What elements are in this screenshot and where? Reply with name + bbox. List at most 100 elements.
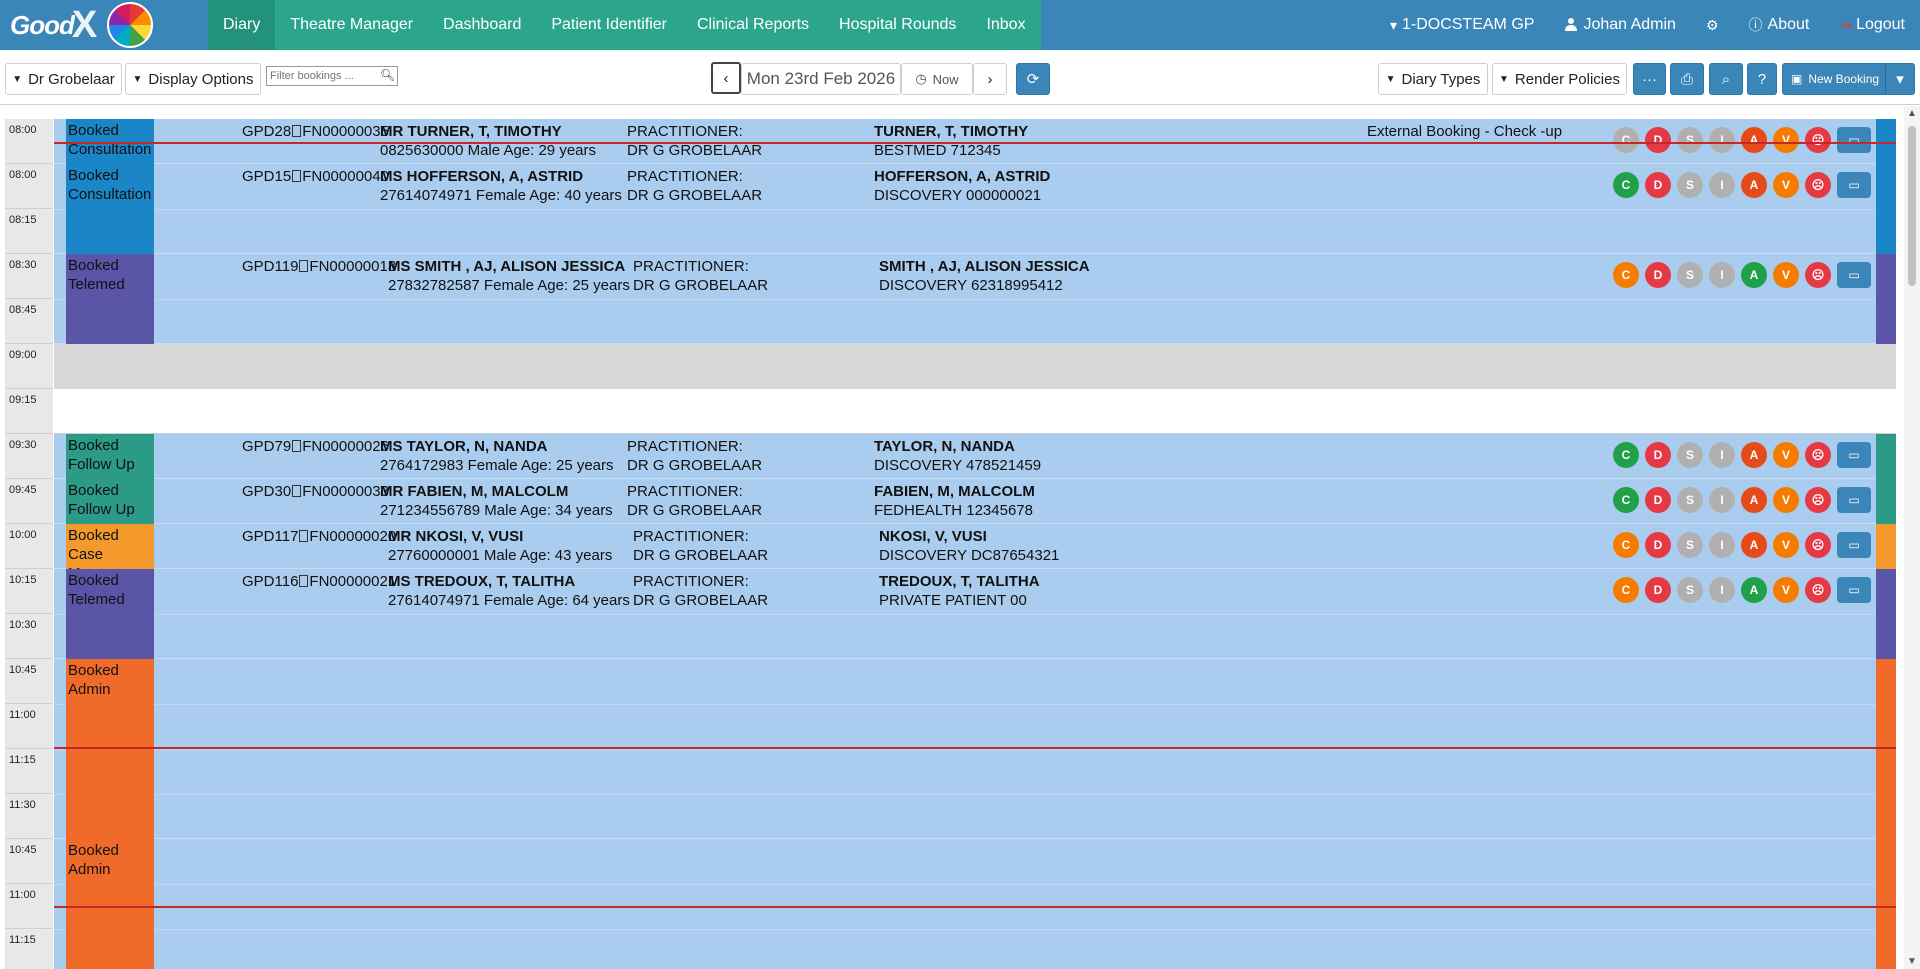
status-c[interactable]: C (1613, 442, 1639, 468)
settings-button[interactable]: ⚙ (1691, 17, 1734, 34)
time-slot[interactable]: 10:30 (5, 614, 53, 659)
status-c[interactable]: C (1613, 532, 1639, 558)
user-menu[interactable]: Johan Admin (1549, 16, 1691, 34)
new-booking-dropdown[interactable]: ▾ (1885, 63, 1915, 95)
status-i[interactable]: I (1709, 262, 1735, 288)
status-v[interactable]: V (1773, 577, 1799, 603)
status-block[interactable]: Booked Telemed (66, 569, 154, 659)
comment-icon[interactable]: ▭ (1837, 442, 1871, 468)
status-d[interactable]: D (1645, 262, 1671, 288)
booking-ref[interactable]: GPD119 FN00000018 (242, 257, 396, 276)
patient-name[interactable]: MR NKOSI, V, VUSI (388, 528, 524, 545)
time-slot[interactable]: 08:15 (5, 209, 53, 254)
comment-icon[interactable]: ▭ (1837, 487, 1871, 513)
comment-icon[interactable]: ▭ (1837, 577, 1871, 603)
nav-clinical-reports[interactable]: Clinical Reports (696, 16, 810, 33)
status-block[interactable]: Booked Consultation (66, 164, 154, 254)
time-slot[interactable]: 08:00 (5, 164, 53, 209)
appointment-row[interactable] (54, 479, 1896, 524)
filter-bookings-input[interactable] (266, 66, 398, 86)
patient-name[interactable]: MR TURNER, T, TIMOTHY (380, 123, 562, 140)
status-i[interactable]: I (1709, 487, 1735, 513)
status-i[interactable]: I (1709, 532, 1735, 558)
time-slot[interactable]: 09:00 (5, 344, 53, 389)
logout-button[interactable]: ⇥ Logout (1824, 16, 1920, 34)
status-a[interactable]: A (1741, 127, 1767, 153)
empty-slot[interactable] (54, 389, 1896, 434)
next-day-button[interactable]: › (973, 63, 1007, 95)
status-v[interactable]: V (1773, 442, 1799, 468)
previous-day-button[interactable]: ‹ (711, 62, 741, 94)
status-d[interactable]: D (1645, 442, 1671, 468)
about-button[interactable]: ⓘ About (1734, 15, 1825, 35)
status-s[interactable]: S (1677, 262, 1703, 288)
time-slot[interactable]: 11:15 (5, 749, 53, 794)
status-v[interactable]: V (1773, 487, 1799, 513)
status-block[interactable]: Booked Case Manage (66, 524, 154, 569)
status-c[interactable]: C (1613, 577, 1639, 603)
appointment-row[interactable] (54, 119, 1896, 164)
status-i[interactable]: I (1709, 127, 1735, 153)
status-i[interactable]: I (1709, 442, 1735, 468)
booking-ref[interactable]: GPD28 FN00000035 (242, 122, 389, 141)
time-slot[interactable]: 10:45 (5, 839, 53, 884)
time-slot[interactable]: 09:30 (5, 434, 53, 479)
time-slot[interactable]: 11:00 (5, 704, 53, 749)
status-block[interactable]: Booked Telemed (66, 254, 154, 344)
booking-ref[interactable]: GPD30 FN00000033 (242, 482, 389, 501)
nav-inbox[interactable]: Inbox (986, 16, 1026, 33)
nav-diary[interactable]: Diary (208, 0, 276, 50)
search-button[interactable]: ⌕ (1709, 63, 1743, 95)
print-button[interactable]: ⎙ (1670, 63, 1704, 95)
practice-selector[interactable]: ▾ 1-DOCSTEAM GP (1375, 16, 1550, 34)
status-c[interactable]: C (1613, 127, 1639, 153)
vertical-scrollbar[interactable]: ▲ ▼ (1904, 106, 1920, 969)
time-slot[interactable]: 10:15 (5, 569, 53, 614)
status-v[interactable]: V (1773, 532, 1799, 558)
status-d[interactable]: D (1645, 127, 1671, 153)
status-a[interactable]: A (1741, 262, 1767, 288)
comment-icon[interactable]: ▭ (1837, 127, 1871, 153)
patient-name[interactable]: MS TAYLOR, N, NANDA (380, 438, 548, 455)
comment-icon[interactable]: ▭ (1837, 172, 1871, 198)
booking-ref[interactable]: GPD15 FN00000040 (242, 167, 389, 186)
time-slot[interactable]: 08:30 (5, 254, 53, 299)
status-s[interactable]: S (1677, 487, 1703, 513)
time-slot[interactable]: 10:45 (5, 659, 53, 704)
status-d[interactable]: D (1645, 577, 1671, 603)
comment-icon[interactable]: ▭ (1837, 532, 1871, 558)
patient-name[interactable]: MR FABIEN, M, MALCOLM (380, 483, 569, 500)
status-c[interactable]: C (1613, 487, 1639, 513)
scroll-up-icon[interactable]: ▲ (1907, 108, 1917, 119)
status-face-icon[interactable]: ☹ (1805, 127, 1831, 153)
time-slot[interactable]: 11:00 (5, 884, 53, 929)
time-slot[interactable]: 09:15 (5, 389, 53, 434)
status-d[interactable]: D (1645, 532, 1671, 558)
status-d[interactable]: D (1645, 487, 1671, 513)
scroll-down-icon[interactable]: ▼ (1907, 956, 1917, 967)
time-slot[interactable]: 08:00 (5, 119, 53, 164)
time-slot[interactable]: 08:45 (5, 299, 53, 344)
blocked-slot[interactable] (54, 344, 1896, 389)
status-block[interactable]: Booked Follow Up (66, 479, 154, 524)
refresh-button[interactable]: ⟳ (1016, 63, 1050, 95)
doctor-selector[interactable]: ▼ Dr Grobelaar (5, 63, 122, 95)
patient-name[interactable]: MS HOFFERSON, A, ASTRID (380, 168, 584, 185)
status-v[interactable]: V (1773, 262, 1799, 288)
status-a[interactable]: A (1741, 577, 1767, 603)
status-s[interactable]: S (1677, 577, 1703, 603)
date-display[interactable]: Mon 23rd Feb 2026 (741, 63, 901, 95)
status-d[interactable]: D (1645, 172, 1671, 198)
time-slot[interactable]: 09:45 (5, 479, 53, 524)
scrollbar-thumb[interactable] (1908, 126, 1916, 286)
status-face-icon[interactable]: ☹ (1805, 532, 1831, 558)
status-face-icon[interactable]: ☹ (1805, 442, 1831, 468)
status-i[interactable]: I (1709, 172, 1735, 198)
status-s[interactable]: S (1677, 442, 1703, 468)
admin-status-block[interactable]: Booked Admin (66, 659, 154, 839)
admin-status-block[interactable]: Booked Admin (66, 839, 154, 969)
status-s[interactable]: S (1677, 532, 1703, 558)
diary-types-button[interactable]: ▼ Diary Types (1378, 63, 1488, 95)
status-s[interactable]: S (1677, 127, 1703, 153)
display-options-button[interactable]: ▼ Display Options (125, 63, 261, 95)
